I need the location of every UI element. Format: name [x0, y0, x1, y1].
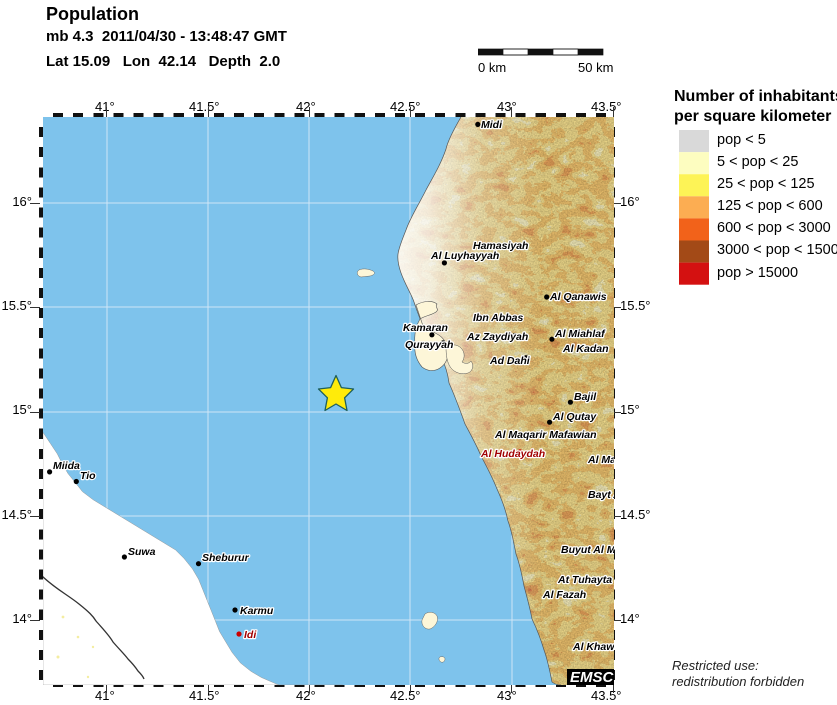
svg-text:Suwa: Suwa	[128, 546, 156, 558]
svg-text:Bayt Al: Bayt Al	[588, 489, 614, 501]
svg-text:At Tuhayta: At Tuhayta	[557, 574, 612, 586]
svg-text:Tio: Tio	[80, 470, 96, 482]
svg-text:Al Hudaydah: Al Hudaydah	[480, 448, 545, 460]
svg-text:Buyut Al Muhamil: Buyut Al Muhamil	[561, 544, 614, 556]
svg-text:Al Fazah: Al Fazah	[542, 589, 586, 601]
svg-text:Bajil: Bajil	[574, 391, 597, 403]
svg-text:Idi: Idi	[244, 629, 257, 641]
svg-text:Hamasiyah: Hamasiyah	[473, 240, 528, 252]
svg-text:Al Qanawis: Al Qanawis	[549, 291, 607, 303]
svg-text:Qurayyah: Qurayyah	[405, 339, 453, 351]
svg-text:Al Miahlaf: Al Miahlaf	[554, 328, 606, 340]
svg-text:Sheburur: Sheburur	[202, 552, 250, 564]
svg-text:Al Mans: Al Mans	[587, 454, 614, 466]
svg-text:Al Qutay: Al Qutay	[552, 411, 597, 423]
svg-text:Ad Dahi: Ad Dahi	[489, 355, 531, 367]
svg-text:Miida: Miida	[53, 460, 80, 472]
svg-text:Al Kadan: Al Kadan	[562, 343, 609, 355]
svg-text:Al Maqarir Mafawian: Al Maqarir Mafawian	[494, 429, 597, 441]
svg-text:Karmu: Karmu	[240, 605, 274, 617]
svg-text:Az Zaydiyah: Az Zaydiyah	[466, 331, 528, 343]
svg-text:EMSC: EMSC	[570, 669, 614, 685]
svg-text:Al Khawkh: Al Khawkh	[572, 641, 614, 653]
svg-text:Kamaran: Kamaran	[403, 322, 448, 334]
svg-text:Midi: Midi	[481, 119, 503, 131]
svg-text:Ibn Abbas: Ibn Abbas	[473, 312, 524, 324]
